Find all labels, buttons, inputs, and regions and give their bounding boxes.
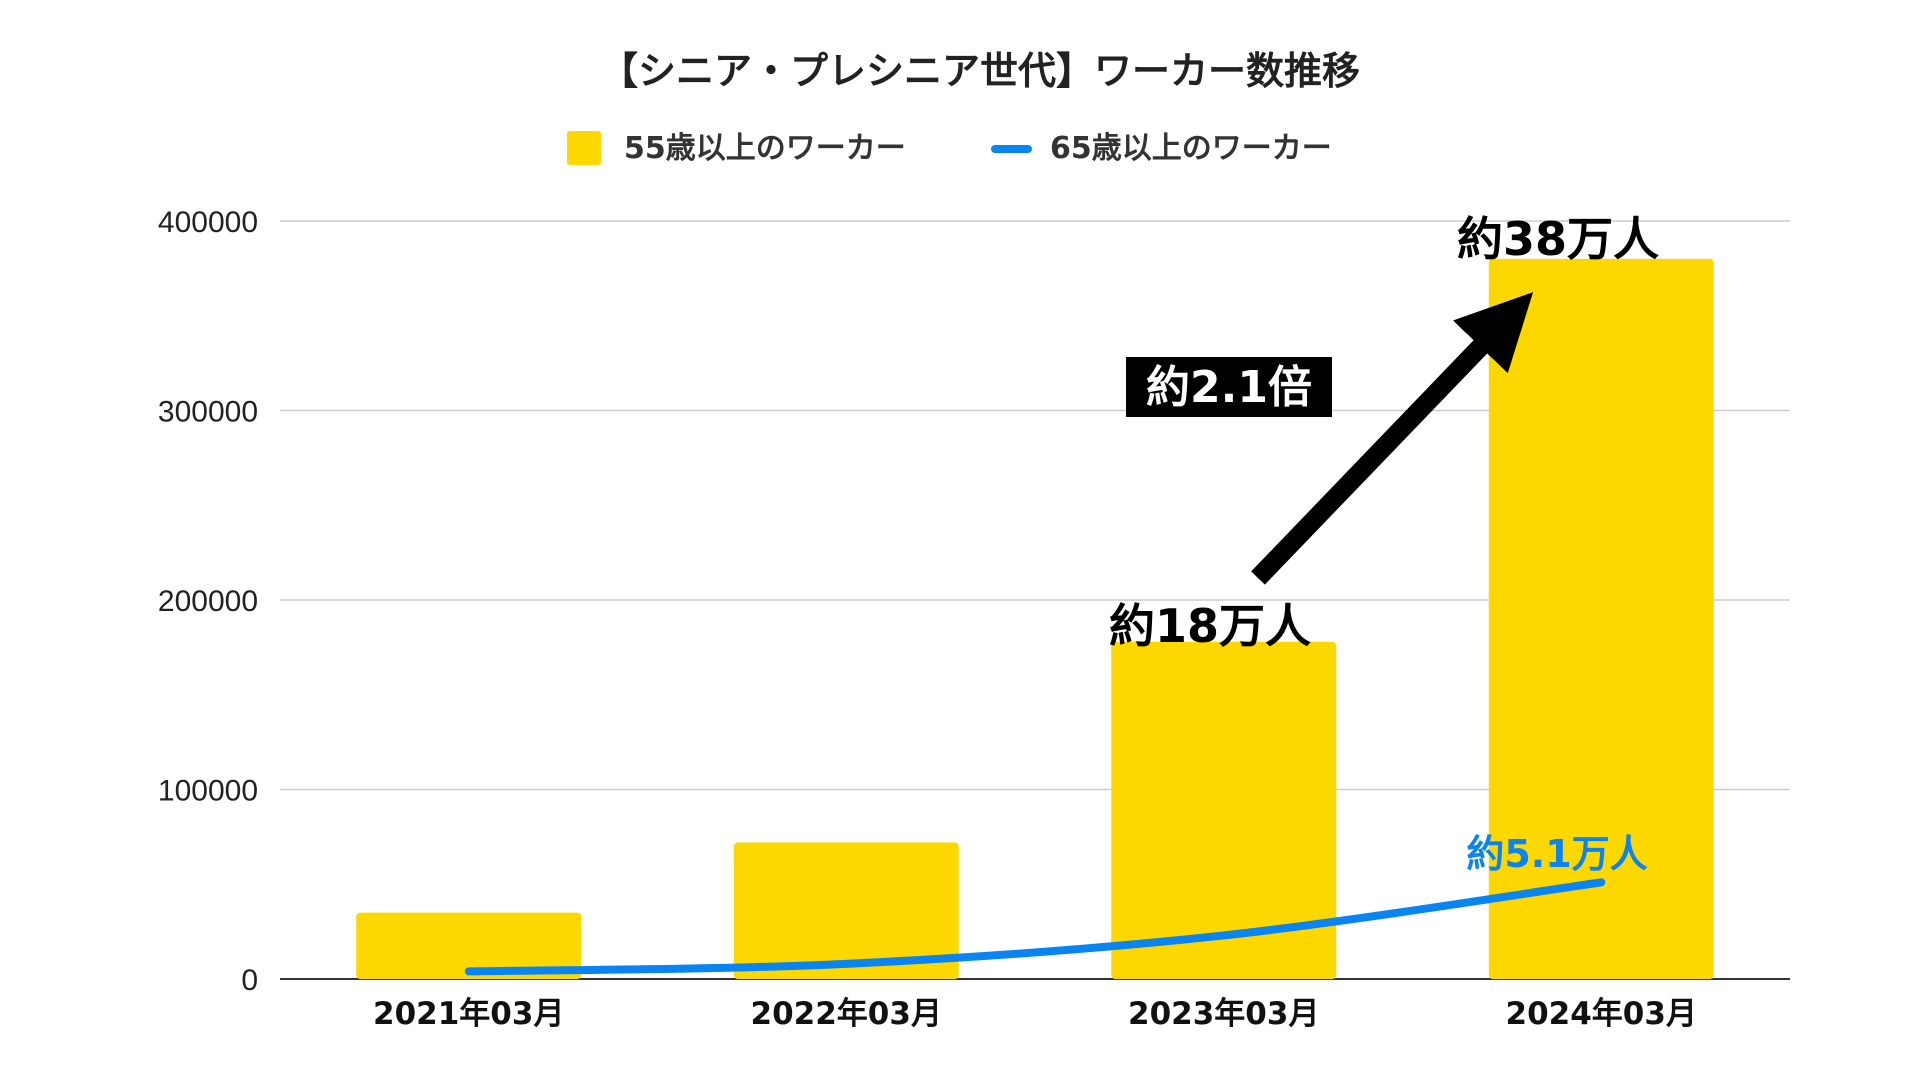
- bar-2021年03月: [356, 912, 582, 979]
- growth-arrow: [1251, 292, 1534, 585]
- bar-2022年03月: [733, 842, 959, 979]
- y-tick-label-200000: 200000: [158, 585, 258, 618]
- annotation-bar-2023: 約18万人: [1109, 599, 1311, 653]
- bar-2024年03月: [1488, 258, 1714, 979]
- x-tick-label-2024年03月: 2024年03月: [1506, 996, 1697, 1032]
- line-series: [464, 878, 1606, 976]
- bar-series: [356, 258, 1714, 979]
- x-tick-label-2023年03月: 2023年03月: [1128, 996, 1319, 1032]
- legend-swatch-bar: [567, 131, 601, 165]
- annotations: 約2.1倍 約18万人 約38万人 約5.1万人: [1109, 212, 1659, 876]
- x-tick-label-2022年03月: 2022年03月: [751, 996, 942, 1032]
- y-tick-label-400000: 400000: [158, 206, 258, 239]
- line-65plus: [464, 878, 1606, 976]
- x-axis-ticks: 2021年03月 2022年03月 2023年03月 2024年03月: [373, 996, 1697, 1032]
- bar-2023年03月: [1111, 641, 1337, 979]
- legend-label-bar: 55歳以上のワーカー: [624, 131, 906, 166]
- y-tick-label-0: 0: [241, 964, 258, 997]
- annotation-line-2024: 約5.1万人: [1466, 832, 1647, 876]
- y-tick-label-300000: 300000: [158, 396, 258, 429]
- ratio-badge: [1126, 357, 1332, 417]
- annotation-bar-2024: 約38万人: [1457, 212, 1659, 266]
- x-tick-label-2021年03月: 2021年03月: [373, 996, 564, 1032]
- chart-title: 【シニア・プレシニア世代】ワーカー数推移: [600, 49, 1360, 93]
- ratio-label: 約2.1倍: [1146, 362, 1312, 413]
- legend-label-line: 65歳以上のワーカー: [1050, 131, 1332, 166]
- y-tick-label-100000: 100000: [158, 775, 258, 808]
- y-axis-ticks: 0 100000 200000 300000 400000: [158, 206, 258, 997]
- legend: 55歳以上のワーカー 65歳以上のワーカー: [567, 131, 1332, 166]
